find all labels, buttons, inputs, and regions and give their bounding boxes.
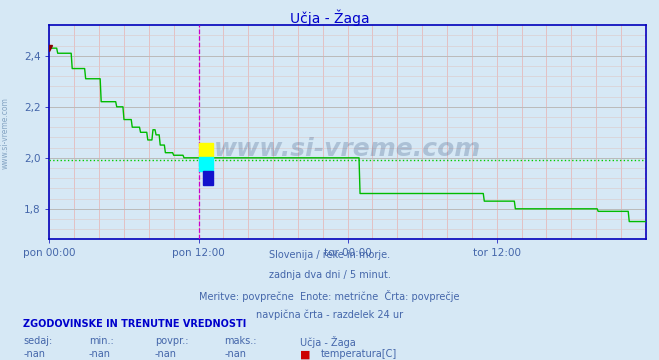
Text: maks.:: maks.: (224, 336, 256, 346)
Text: -nan: -nan (89, 349, 111, 359)
Text: -nan: -nan (155, 349, 177, 359)
Text: zadnja dva dni / 5 minut.: zadnja dva dni / 5 minut. (269, 270, 390, 280)
Text: ■: ■ (300, 349, 310, 359)
Text: ZGODOVINSKE IN TRENUTNE VREDNOSTI: ZGODOVINSKE IN TRENUTNE VREDNOSTI (23, 319, 246, 329)
Bar (198, 157, 213, 171)
Text: min.:: min.: (89, 336, 114, 346)
Text: -nan: -nan (23, 349, 45, 359)
Text: www.si-vreme.com: www.si-vreme.com (214, 138, 481, 161)
Text: Učja - Žaga: Učja - Žaga (290, 9, 369, 26)
Text: povpr.:: povpr.: (155, 336, 188, 346)
Text: Učja - Žaga: Učja - Žaga (300, 336, 356, 348)
Text: Slovenija / reke in morje.: Slovenija / reke in morje. (269, 250, 390, 260)
Text: Meritve: povprečne  Enote: metrične  Črta: povprečje: Meritve: povprečne Enote: metrične Črta:… (199, 290, 460, 302)
Text: sedaj:: sedaj: (23, 336, 52, 346)
Text: navpična črta - razdelek 24 ur: navpična črta - razdelek 24 ur (256, 310, 403, 320)
Bar (203, 171, 213, 185)
Text: temperatura[C]: temperatura[C] (321, 349, 397, 359)
Bar (198, 143, 213, 157)
Text: -nan: -nan (224, 349, 246, 359)
Text: www.si-vreme.com: www.si-vreme.com (1, 97, 10, 169)
